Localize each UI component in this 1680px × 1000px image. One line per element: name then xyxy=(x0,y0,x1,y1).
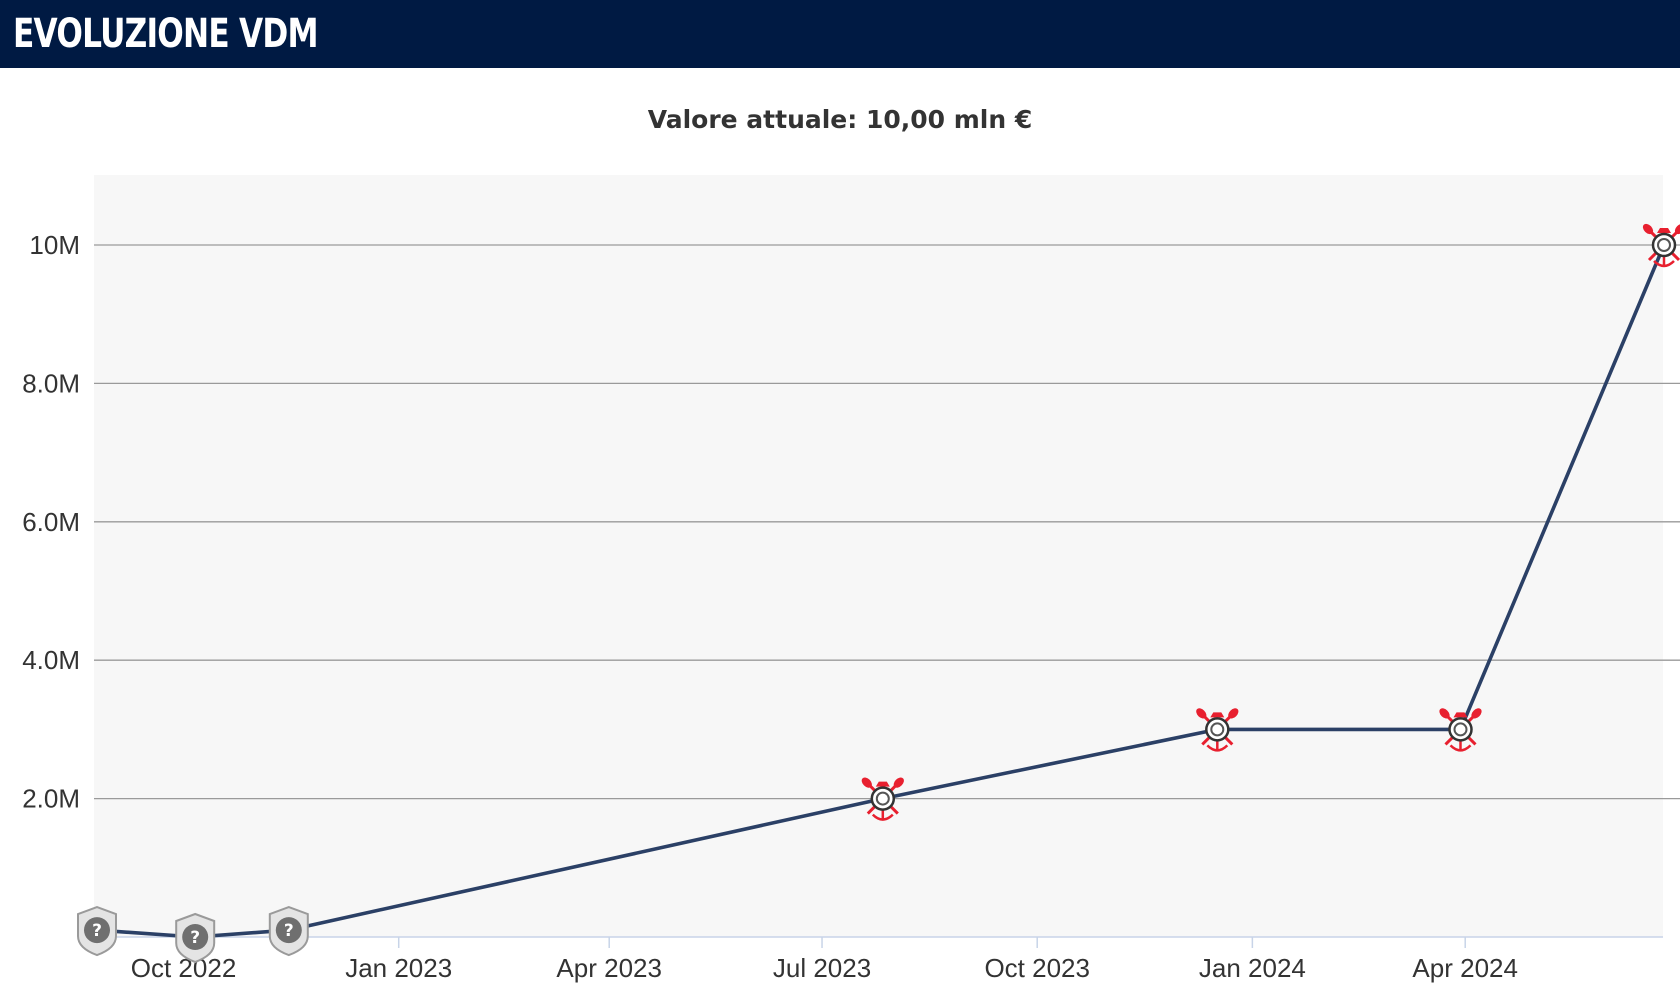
svg-text:?: ? xyxy=(92,921,102,941)
x-tick-label: Apr 2023 xyxy=(556,953,662,983)
x-tick-label: Jul 2023 xyxy=(773,953,871,983)
y-axis: 2.0M 4.0M 6.0M 8.0M 10M xyxy=(22,230,80,814)
data-point-markers: ??? xyxy=(77,222,1680,964)
svg-text:?: ? xyxy=(284,921,294,941)
unknown-club-icon[interactable]: ? xyxy=(77,906,117,957)
unknown-club-icon[interactable]: ? xyxy=(268,906,309,957)
corinthians-crest-icon[interactable] xyxy=(860,776,906,821)
y-tick-label: 6.0M xyxy=(22,507,80,537)
y-tick-label: 2.0M xyxy=(22,784,80,814)
x-axis: Oct 2022 Jan 2023 Apr 2023 Jul 2023 Oct 2023… xyxy=(94,936,1663,983)
corinthians-crest-icon[interactable] xyxy=(1437,706,1483,752)
x-tick-label: Oct 2023 xyxy=(984,953,1090,983)
plot-area xyxy=(94,175,1663,937)
x-tick-label: Apr 2024 xyxy=(1412,953,1518,983)
current-value-label: Valore attuale: 10,00 mln € xyxy=(647,105,1033,134)
header-title: EVOLUZIONE VDM xyxy=(13,11,319,57)
header-bar: EVOLUZIONE VDM xyxy=(0,0,1680,68)
y-tick-label: 8.0M xyxy=(22,368,80,398)
y-tick-label: 4.0M xyxy=(22,645,80,675)
grid-lines xyxy=(94,244,1680,800)
x-tick-label: Oct 2022 xyxy=(131,953,237,983)
x-tick-label: Jan 2023 xyxy=(345,953,452,983)
unknown-club-icon[interactable]: ? xyxy=(175,912,216,964)
corinthians-crest-icon[interactable] xyxy=(1641,222,1680,268)
svg-text:?: ? xyxy=(190,928,200,948)
x-tick-label: Jan 2024 xyxy=(1199,953,1306,983)
y-tick-label: 10M xyxy=(29,230,80,260)
corinthians-crest-icon[interactable] xyxy=(1194,706,1240,752)
